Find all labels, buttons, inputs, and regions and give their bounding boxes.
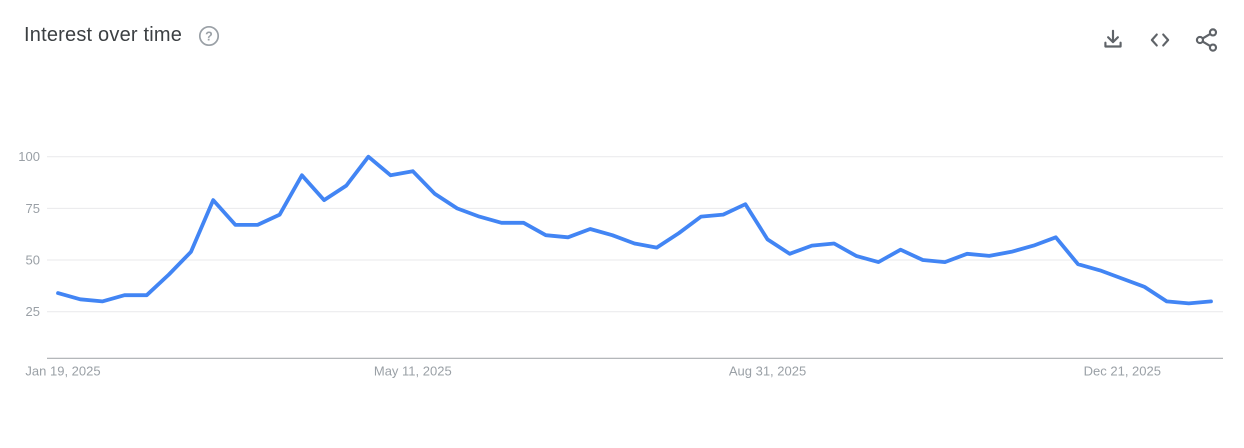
help-glyph: ?	[205, 29, 213, 43]
y-tick-label: 100	[18, 149, 40, 164]
embed-button[interactable]	[1145, 25, 1175, 55]
x-tick-label: Jan 19, 2025	[25, 364, 100, 379]
help-button[interactable]: ?	[198, 25, 220, 47]
y-tick-label: 75	[26, 201, 40, 216]
trend-line-series[interactable]	[56, 154, 1213, 306]
download-icon	[1104, 29, 1122, 48]
x-tick-label: Dec 21, 2025	[1084, 364, 1161, 379]
download-button[interactable]	[1098, 25, 1128, 55]
share-button[interactable]	[1192, 25, 1222, 55]
embed-icon	[1150, 33, 1170, 47]
x-tick-label: May 11, 2025	[374, 364, 452, 379]
chart-actions	[1098, 25, 1222, 55]
help-circle-icon: ?	[199, 25, 220, 46]
y-tick-label: 50	[26, 253, 40, 268]
share-icon	[1195, 28, 1218, 52]
y-tick-label: 25	[26, 304, 40, 319]
chart-header: Interest over time ?	[24, 24, 220, 47]
x-tick-label: Aug 31, 2025	[729, 364, 806, 379]
page-title: Interest over time	[24, 24, 183, 46]
